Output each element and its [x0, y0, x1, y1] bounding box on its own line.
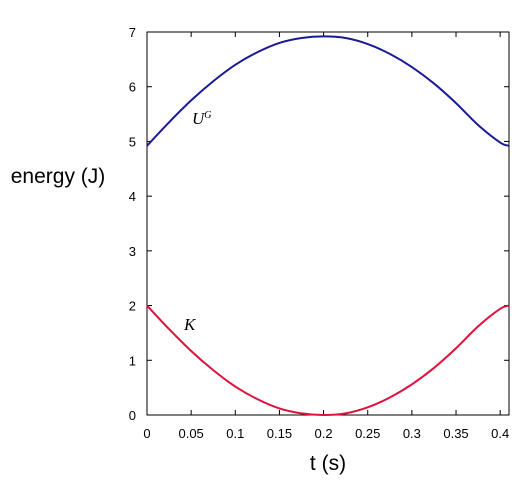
- y-tick-label: 1: [129, 353, 136, 368]
- y-tick-label: 3: [129, 244, 136, 259]
- x-tick-label: 0.3: [403, 426, 421, 441]
- x-tick-label: 0.25: [355, 426, 380, 441]
- x-tick-label: 0.05: [178, 426, 203, 441]
- series-label-ug: UG: [192, 109, 212, 128]
- x-axis-label: t (s): [310, 452, 346, 475]
- x-tick-label: 0.35: [443, 426, 468, 441]
- x-tick-label: 0: [143, 426, 150, 441]
- y-tick-label: 2: [129, 299, 136, 314]
- series-line-k: [146, 304, 510, 417]
- series-line-ug: [146, 35, 510, 147]
- series-label-ug-main: U: [192, 109, 206, 128]
- y-axis-label: energy (J): [11, 165, 106, 188]
- x-tick-label: 0.15: [267, 426, 292, 441]
- y-tick-label: 0: [129, 408, 136, 423]
- y-tick-label: 4: [129, 189, 136, 204]
- x-tick-label: 0.1: [226, 426, 244, 441]
- y-tick-label: 7: [129, 25, 136, 40]
- x-tick-label: 0.4: [491, 426, 509, 441]
- plot-frame: [146, 31, 510, 416]
- y-tick-label: 6: [129, 80, 136, 95]
- x-tick-label: 0.2: [315, 426, 333, 441]
- series-label-k: K: [183, 315, 197, 334]
- y-tick-label: 5: [129, 134, 136, 149]
- series-label-ug-sup: G: [204, 110, 211, 121]
